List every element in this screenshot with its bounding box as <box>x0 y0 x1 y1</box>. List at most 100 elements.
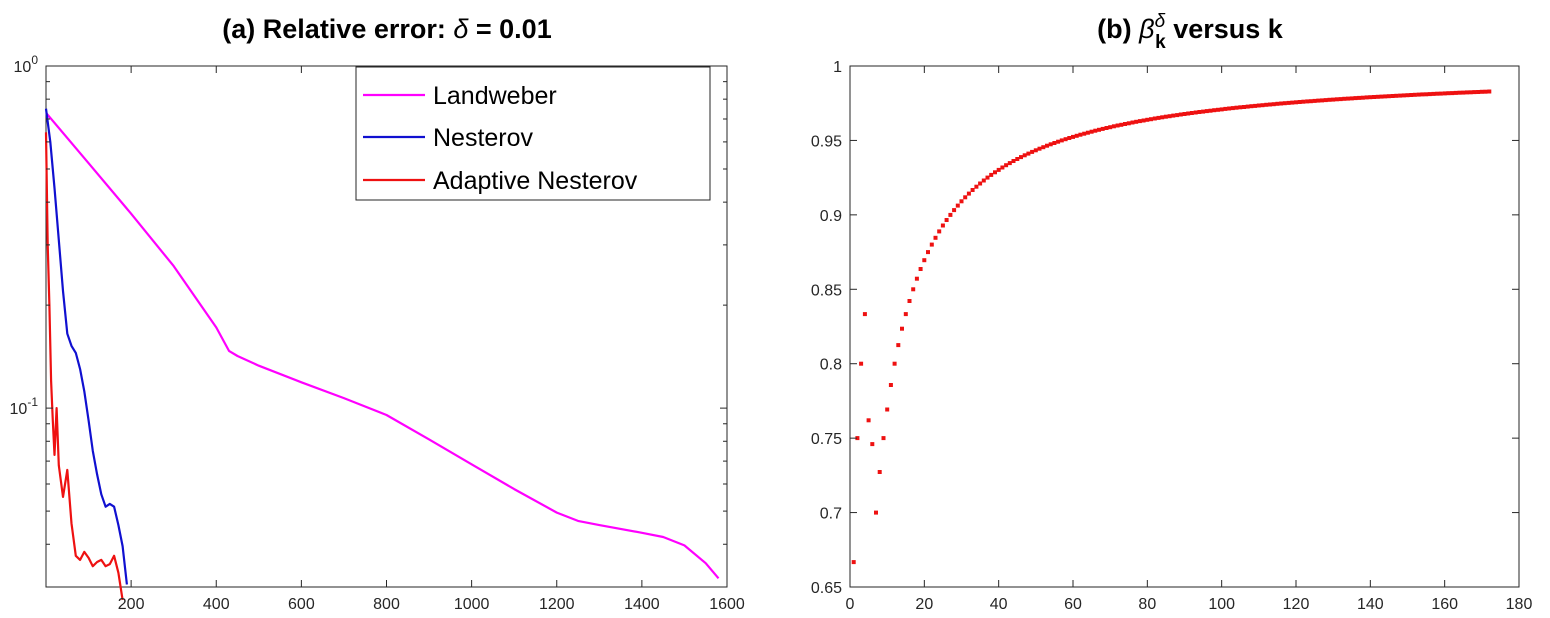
beta-point <box>1178 112 1183 117</box>
x-tick-label: 20 <box>915 596 933 613</box>
x-tick-label: 80 <box>1138 596 1156 613</box>
x-tick-label: 1000 <box>454 596 490 613</box>
beta-point <box>1334 97 1339 102</box>
x-tick-label: 1200 <box>539 596 575 613</box>
beta-point <box>1022 153 1027 158</box>
beta-point <box>1264 102 1269 107</box>
beta-point <box>1123 122 1127 126</box>
beta-point <box>1063 137 1068 142</box>
beta-point <box>1368 95 1373 100</box>
beta-point <box>1412 92 1417 97</box>
beta-point <box>1052 141 1057 145</box>
beta-point <box>1405 93 1410 98</box>
beta-point <box>881 436 886 441</box>
legend-label-adaptive-nesterov: Adaptive Nesterov <box>433 167 638 195</box>
beta-point <box>1097 127 1101 132</box>
beta-point <box>892 361 897 366</box>
beta-point <box>1442 91 1447 96</box>
x-tick-label: 800 <box>373 596 400 613</box>
beta-point <box>1308 99 1313 104</box>
beta-point <box>1082 131 1087 136</box>
beta-point <box>859 361 864 366</box>
beta-point <box>1342 96 1347 101</box>
chart-b-title: (b) βδ k versus k <box>1097 11 1284 53</box>
beta-point <box>1056 139 1061 144</box>
beta-point <box>870 442 875 447</box>
beta-point <box>1111 124 1116 129</box>
beta-point <box>1256 103 1261 108</box>
beta-point <box>1398 93 1403 98</box>
beta-point <box>1476 90 1481 94</box>
beta-point <box>1175 113 1180 118</box>
beta-point <box>1216 107 1220 112</box>
chart-b-y-ticks: 0.65 0.7 0.75 0.8 0.85 0.9 0.95 1 <box>811 59 1519 597</box>
beta-point <box>1312 98 1317 103</box>
chart-b-x-ticks: 0 20 40 60 80 100 120 140 160 180 <box>846 66 1533 613</box>
beta-point <box>1427 92 1432 97</box>
beta-point <box>1208 108 1213 113</box>
beta-point <box>1279 101 1284 106</box>
beta-point <box>1260 103 1265 108</box>
beta-point <box>1338 97 1343 102</box>
beta-point <box>1030 149 1035 154</box>
beta-point <box>1409 93 1414 97</box>
beta-point <box>929 242 934 247</box>
beta-point <box>1305 99 1310 104</box>
beta-point <box>955 203 960 208</box>
beta-point <box>1137 119 1142 124</box>
legend-label-landweber: Landweber <box>433 82 557 110</box>
beta-point <box>1037 146 1042 151</box>
series-line-landweber <box>45 112 720 580</box>
beta-point <box>1167 114 1172 119</box>
beta-point <box>978 181 983 186</box>
beta-point <box>1193 110 1198 115</box>
beta-point <box>1435 91 1440 96</box>
beta-point <box>993 170 997 175</box>
beta-point <box>1479 89 1484 94</box>
x-tick-label: 180 <box>1506 596 1533 613</box>
x-tick-label: 1600 <box>709 596 745 613</box>
beta-point <box>1431 91 1436 96</box>
beta-point <box>985 175 990 180</box>
beta-point <box>888 383 893 387</box>
beta-point <box>1078 132 1083 137</box>
chart-a-legend: Landweber Nesterov Adaptive Nesterov <box>355 66 711 201</box>
beta-point <box>1465 90 1469 95</box>
beta-point <box>1108 125 1113 130</box>
beta-point <box>1004 163 1009 168</box>
series-line-adaptive-nesterov <box>44 132 124 601</box>
x-tick-label: 100 <box>1208 596 1235 613</box>
beta-point <box>1468 90 1473 95</box>
beta-point <box>1323 98 1328 103</box>
beta-point <box>963 195 968 200</box>
beta-point <box>1401 93 1406 98</box>
beta-point <box>866 418 871 423</box>
beta-point <box>989 172 994 177</box>
beta-point <box>1093 128 1098 133</box>
beta-point <box>1320 98 1324 103</box>
beta-point <box>1268 102 1272 107</box>
beta-point <box>1353 96 1358 101</box>
beta-point <box>1253 103 1258 108</box>
beta-point <box>1234 105 1239 110</box>
beta-point <box>1364 95 1369 100</box>
x-tick-label: 120 <box>1283 596 1310 613</box>
beta-point <box>1074 133 1079 138</box>
beta-point <box>1483 89 1488 94</box>
beta-point <box>1271 102 1276 107</box>
beta-point <box>1219 107 1224 112</box>
beta-point <box>1379 94 1384 99</box>
beta-point <box>1394 93 1399 98</box>
beta-point <box>1104 126 1109 130</box>
beta-point <box>1282 101 1287 106</box>
beta-point <box>1223 106 1228 111</box>
series-line-nesterov <box>44 108 128 585</box>
beta-point <box>1000 165 1005 170</box>
beta-point <box>1182 112 1187 116</box>
beta-point <box>877 470 882 474</box>
y-tick-label: 1 <box>833 59 842 76</box>
y-tick-label: 10-1 <box>10 395 39 418</box>
beta-point <box>1071 134 1075 139</box>
chart-b: (b) βδ k versus k 0 20 40 60 80 100 120 140 160 18… <box>811 11 1533 613</box>
